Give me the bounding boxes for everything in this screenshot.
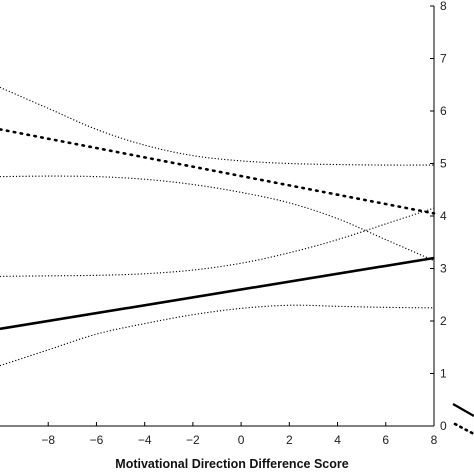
y-tick-label: 6 xyxy=(440,104,447,118)
x-tick-label: −8 xyxy=(41,433,55,447)
y-tick-label: 1 xyxy=(440,367,447,381)
legend-solid-line-sample xyxy=(452,403,474,417)
y-tick-label: 2 xyxy=(440,314,447,328)
series-line-dotted-band-5 xyxy=(0,304,435,367)
series-line-solid-0 xyxy=(0,256,435,331)
y-tick-label: 8 xyxy=(440,0,447,13)
series-line-dotted-band-3 xyxy=(0,175,435,262)
axes: 0 1 2 3 4 5 6 7 8 −8 −6 −4 −2 0 2 4 6 8 xyxy=(0,0,447,447)
x-tick-label: 4 xyxy=(334,433,341,447)
x-tick-label: −2 xyxy=(186,433,200,447)
x-axis-title: Motivational Direction Difference Score xyxy=(115,457,348,471)
series-line-dotted-thick-1 xyxy=(0,128,436,215)
y-tick-label: 7 xyxy=(440,52,447,66)
x-tick-label: 0 xyxy=(238,433,245,447)
x-tick-label: 2 xyxy=(286,433,293,447)
legend-dotted-line-sample xyxy=(453,422,474,436)
x-tick-label: −6 xyxy=(90,433,104,447)
series-line-dotted-band-2 xyxy=(0,86,435,166)
y-tick-label: 5 xyxy=(440,157,447,171)
x-tick-label: 8 xyxy=(431,433,438,447)
y-tick-label: 4 xyxy=(440,209,447,223)
legend-fragment xyxy=(452,403,474,436)
series-line-dotted-band-4 xyxy=(0,207,435,277)
y-tick-label: 3 xyxy=(440,262,447,276)
x-tick-label: −4 xyxy=(138,433,152,447)
y-tick-label: 0 xyxy=(440,419,447,433)
x-tick-label: 6 xyxy=(382,433,389,447)
plot-area xyxy=(0,86,436,367)
